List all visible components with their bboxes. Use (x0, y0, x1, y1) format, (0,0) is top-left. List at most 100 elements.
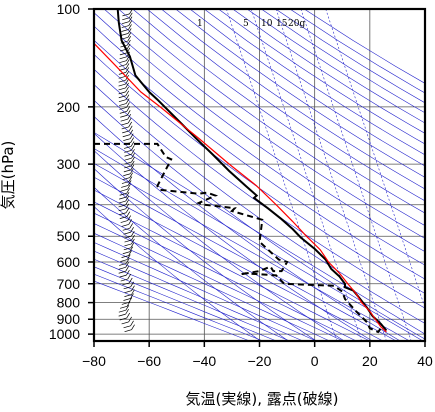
wind-barb-flag (125, 191, 130, 198)
wind-barb (120, 278, 128, 282)
wind-barb-flag (130, 164, 135, 171)
wind-barb (121, 21, 130, 25)
wind-barb (122, 251, 130, 255)
wind-barb-flag (127, 273, 132, 280)
moist-adiabat-line (94, 273, 264, 341)
wind-barb-flag (128, 121, 132, 128)
wind-barb (118, 75, 126, 79)
wind-barb (121, 33, 129, 36)
wind-barb-flag (125, 63, 130, 69)
moist-adiabat-line (94, 223, 344, 341)
wind-barb (123, 298, 131, 301)
wind-barb (118, 79, 126, 83)
wind-barb (121, 126, 129, 130)
wind-barb-flag (130, 168, 134, 174)
wind-barb-flag (131, 324, 135, 330)
wind-barb-flag (131, 145, 135, 151)
wind-barb-flag (128, 176, 133, 182)
wind-barb-flag (125, 258, 130, 264)
dry-adiabat-line (94, 99, 425, 340)
wind-barb-flag (125, 59, 130, 65)
wind-barb-flag (125, 71, 130, 77)
wind-barb-flag (125, 207, 130, 213)
dry-adiabat-line (289, 9, 425, 94)
wind-barb-flag (126, 269, 130, 276)
wind-barb (123, 138, 131, 141)
wind-barb (123, 146, 132, 149)
dry-adiabat-line (94, 168, 317, 341)
wind-barb (118, 91, 126, 95)
wind-barb-flag (130, 320, 134, 326)
dry-adiabat-line (94, 84, 425, 324)
wind-barb-flag (129, 129, 134, 135)
dry-adiabat-line (204, 9, 425, 156)
wind-barb-flag (131, 289, 135, 295)
wind-barb-flag (127, 36, 131, 42)
dry-adiabat-line (218, 9, 425, 145)
wind-barb (119, 274, 127, 278)
wind-barb-flag (131, 234, 135, 241)
wind-barb-flag (125, 82, 129, 89)
dry-adiabat-line (275, 9, 425, 104)
dry-adiabat-line (94, 186, 289, 341)
moist-adiabat-line (94, 242, 317, 341)
wind-barb (122, 228, 130, 231)
wind-barb (121, 122, 129, 126)
wind-barb (118, 309, 126, 313)
wind-barb (122, 177, 130, 180)
wind-barb (124, 165, 132, 169)
y-axis-title: 気圧(hPa) (0, 141, 17, 210)
wind-barb-flag (130, 242, 135, 249)
wind-barb (124, 150, 132, 153)
dry-adiabat-line (132, 9, 425, 214)
wind-barb (122, 13, 130, 17)
moist-adiabat-line (94, 163, 410, 341)
wind-barb-flag (128, 250, 132, 256)
wind-barb (122, 282, 130, 286)
wind-barb (121, 255, 129, 258)
wind-barb-flag (125, 94, 130, 100)
dry-adiabat-line (94, 54, 425, 294)
wind-barb (124, 161, 132, 165)
wind-barb (119, 52, 127, 56)
wind-barb (118, 99, 127, 103)
dry-adiabat-line (94, 206, 261, 341)
wind-barb-flag (128, 12, 133, 18)
wind-barb-flag (127, 117, 132, 124)
y-tick-label: 300 (57, 156, 81, 172)
dry-adiabat-line (94, 116, 401, 341)
wind-barb (120, 220, 128, 223)
dry-adiabat-line (161, 9, 425, 190)
dry-adiabat-line (189, 9, 425, 167)
mixing-ratio-line (226, 9, 337, 341)
x-tick-label: 0 (311, 353, 319, 369)
moist-adiabat-line (94, 250, 304, 341)
dry-adiabat-line (94, 25, 425, 266)
wind-barb (119, 107, 127, 110)
moist-adiabat-line (94, 189, 384, 341)
wind-barb (122, 17, 130, 21)
wind-barb (118, 87, 126, 91)
dry-adiabat-line (94, 68, 425, 309)
grid-lines (93, 8, 426, 341)
wind-barb (122, 134, 130, 138)
wind-barbs (118, 9, 135, 333)
wind-barb-flag (130, 293, 134, 299)
wind-barb-flag (125, 199, 129, 206)
wind-barb-flag (127, 39, 131, 46)
moist-adiabat-line (94, 201, 370, 341)
mixing-ratio-1: 1 (197, 19, 203, 29)
wind-barb-flag (131, 149, 135, 155)
wind-barb (119, 111, 127, 114)
wind-barb (119, 103, 127, 106)
y-tick-label: 800 (57, 295, 81, 311)
mixing-ratio-line (250, 9, 362, 341)
wind-barb (124, 243, 132, 247)
wind-barb (121, 321, 129, 325)
wind-barb-flag (125, 305, 130, 311)
wind-barb-flag (127, 215, 131, 221)
wind-barb-flag (129, 246, 134, 252)
x-tick-label: −60 (137, 353, 161, 369)
wind-barb-flag (128, 125, 133, 132)
